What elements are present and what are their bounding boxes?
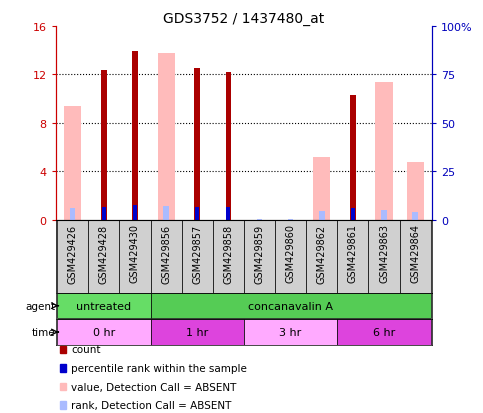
Bar	[163, 206, 169, 220]
Text: GSM429860: GSM429860	[285, 224, 296, 283]
Bar	[151, 220, 182, 293]
Text: 3 hr: 3 hr	[280, 327, 302, 337]
Bar	[132, 52, 138, 220]
Bar	[151, 293, 431, 318]
Text: GSM429426: GSM429426	[68, 224, 78, 283]
Text: concanavalin A: concanavalin A	[248, 301, 333, 311]
Bar	[151, 320, 244, 345]
Bar	[275, 220, 306, 293]
Bar	[213, 220, 244, 293]
Bar	[70, 208, 75, 220]
Bar	[133, 205, 137, 220]
Text: 0 hr: 0 hr	[93, 327, 115, 337]
Text: 1 hr: 1 hr	[186, 327, 208, 337]
Text: GSM429864: GSM429864	[410, 224, 420, 283]
Bar	[57, 320, 151, 345]
Bar	[119, 220, 151, 293]
Bar	[88, 220, 119, 293]
Bar	[157, 53, 175, 220]
Text: GSM429859: GSM429859	[255, 224, 265, 283]
Text: GSM429858: GSM429858	[223, 224, 233, 283]
Bar	[407, 162, 424, 220]
Bar	[244, 320, 337, 345]
Bar	[399, 220, 431, 293]
Text: GSM429856: GSM429856	[161, 224, 171, 283]
Bar	[337, 320, 431, 345]
Text: GSM429861: GSM429861	[348, 224, 358, 283]
Bar	[195, 207, 199, 220]
Text: GSM429430: GSM429430	[130, 224, 140, 283]
Text: count: count	[71, 344, 100, 354]
Title: GDS3752 / 1437480_at: GDS3752 / 1437480_at	[163, 12, 325, 26]
Text: value, Detection Call = ABSENT: value, Detection Call = ABSENT	[71, 382, 236, 392]
Bar	[313, 157, 330, 220]
Bar	[101, 70, 107, 220]
Bar	[369, 220, 399, 293]
Bar	[226, 73, 231, 220]
Bar	[337, 220, 369, 293]
Text: GSM429428: GSM429428	[99, 224, 109, 283]
Bar	[64, 107, 81, 220]
Text: time: time	[32, 327, 56, 337]
Bar	[57, 293, 151, 318]
Text: GSM429862: GSM429862	[317, 224, 327, 283]
Text: 6 hr: 6 hr	[373, 327, 395, 337]
Bar	[306, 220, 337, 293]
Bar	[381, 210, 387, 220]
Text: rank, Detection Call = ABSENT: rank, Detection Call = ABSENT	[71, 400, 231, 410]
Bar	[195, 69, 200, 220]
Bar	[57, 220, 88, 293]
Text: percentile rank within the sample: percentile rank within the sample	[71, 363, 247, 373]
Text: untreated: untreated	[76, 301, 131, 311]
Bar	[227, 207, 230, 220]
Bar	[375, 83, 393, 220]
Bar	[412, 212, 418, 220]
Bar	[350, 96, 355, 220]
Text: GSM429857: GSM429857	[192, 224, 202, 283]
Text: GSM429863: GSM429863	[379, 224, 389, 283]
Bar	[351, 208, 355, 220]
Bar	[102, 207, 106, 220]
Bar	[182, 220, 213, 293]
Bar	[244, 220, 275, 293]
Bar	[319, 211, 325, 220]
Text: agent: agent	[26, 301, 56, 311]
